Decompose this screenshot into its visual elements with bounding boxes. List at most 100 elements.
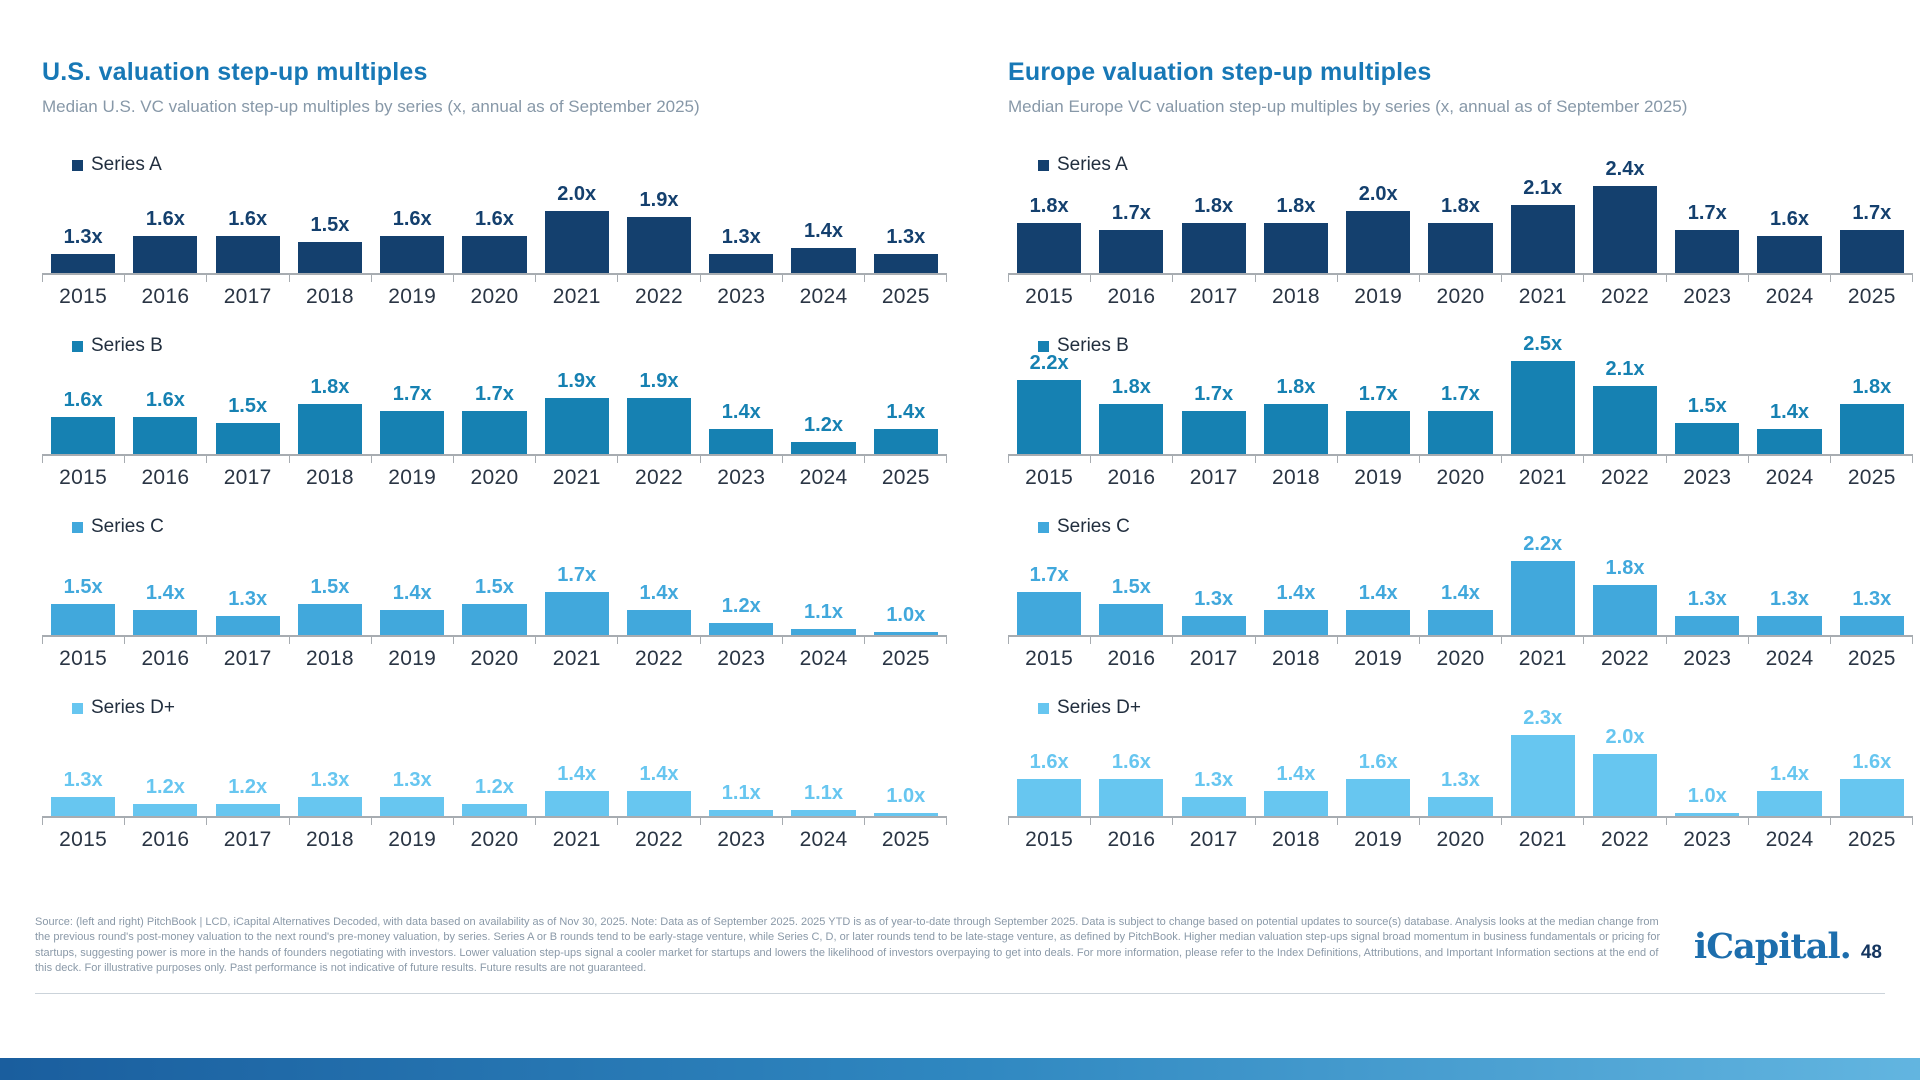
bar-column: 1.6x [207,177,289,273]
bar [1675,616,1740,635]
bar-value-label: 1.5x [1111,576,1151,598]
bar-column: 1.6x [1748,177,1830,273]
bar-value-label: 1.1x [721,782,761,804]
year-label: 2024 [799,647,848,670]
year-label: 2019 [1354,466,1403,489]
axis-tick [781,275,864,282]
chart-row-series-a: Series A 1.8x 1.7x 1.8x 1.8x 2.0x 1.8x 2.1x 2.4x… [1008,153,1913,309]
bar-column: 1.6x [453,177,535,273]
bar-value-label: 2.0x [557,183,597,205]
bar [1428,797,1493,816]
bar-value-label: 1.7x [1687,202,1727,224]
chart-row-series-c: Series C 1.7x 1.5x 1.3x 1.4x 1.4x 1.4x 2.2x 1.8x… [1008,515,1913,671]
bar-column: 1.3x [42,177,124,273]
axis-tick [1172,818,1254,825]
axis-tick [535,456,617,463]
bar-value-label: 1.3x [721,226,761,248]
year-label: 2025 [881,647,930,670]
year-labels: 2015 2016 2017 2018 2019 2020 2021 2022 2023 2024… [42,285,947,309]
legend-series-a: Series A [42,153,947,177]
bar-value-label: 1.5x [1687,395,1727,417]
axis-tick [781,818,864,825]
bar-column: 1.7x [1337,358,1419,454]
year-label: 2018 [305,828,354,851]
year-label: 2023 [717,466,766,489]
bar-value-label: 2.0x [1358,183,1398,205]
axis-tick [617,275,699,282]
axis-tick [1665,637,1748,644]
axis-tick [1008,275,1090,282]
chart-row-series-d: Series D+ 1.6x 1.6x 1.3x 1.4x 1.6x 1.3x 2.3x 2.0… [1008,696,1913,852]
bar [1592,386,1658,454]
bar-value-label: 1.8x [310,376,350,398]
bar [1346,411,1411,454]
bar-value-label: 1.0x [886,604,926,626]
year-label: 2024 [1765,466,1814,489]
bar-column: 1.3x [289,720,371,816]
year-label: 2025 [1847,828,1896,851]
bar-column: 1.7x [1173,358,1255,454]
bar [1592,186,1658,273]
bar-value-label: 1.4x [557,763,597,785]
bar-value-label: 1.6x [145,389,185,411]
bar [297,404,362,454]
bar [1428,610,1493,635]
year-label: 2019 [388,828,437,851]
year-label: 2024 [799,285,848,308]
bars-series-d: 1.3x 1.2x 1.2x 1.3x 1.3x 1.2x 1.4x 1.4x 1.1x 1.1x… [42,720,947,816]
legend-series-d: Series D+ [1008,696,1913,720]
bar-value-label: 1.2x [228,776,268,798]
axis-tick [206,456,288,463]
axis-tick [1501,637,1583,644]
icapital-logo: iCapital. 48 [1694,926,1882,967]
bar [380,236,445,273]
bar-column: 1.8x [1584,539,1666,635]
bar [215,616,280,635]
bar [1346,779,1411,816]
bar-value-label: 2.0x [1605,726,1645,748]
bar-column: 1.6x [1090,720,1172,816]
bar-column: 1.6x [1831,720,1913,816]
bar-column: 2.3x [1502,707,1584,816]
axis-tick [1665,275,1748,282]
bar-value-label: 1.7x [474,383,514,405]
bar [215,804,280,816]
bar [1017,223,1082,273]
bar-value-label: 1.6x [1029,751,1069,773]
bar-value-label: 1.7x [1440,383,1480,405]
bar-column: 1.4x [536,720,618,816]
bar-value-label: 1.4x [1358,582,1398,604]
year-label: 2019 [1354,285,1403,308]
bar [1263,791,1328,816]
us-chart-column: U.S. valuation step-up multiples Median … [42,58,947,877]
bar [1675,813,1740,816]
bar [544,211,609,273]
bar-value-label: 1.3x [886,226,926,248]
legend-swatch-icon [72,159,83,171]
bar-column: 1.4x [618,720,700,816]
bar [1757,616,1822,635]
bar-column: 1.8x [1419,177,1501,273]
bar-value-label: 1.6x [392,208,432,230]
axis-tick [617,637,699,644]
bar-column: 1.5x [207,358,289,454]
bar [51,604,116,635]
bar-value-label: 1.8x [1276,376,1316,398]
bar [544,791,609,816]
bar [462,604,527,635]
bar-column: 1.8x [1831,358,1913,454]
axis-tick [1583,818,1665,825]
year-label: 2023 [717,828,766,851]
legend-series-b: Series B [42,334,947,358]
x-axis [1008,635,1913,644]
year-label: 2021 [552,466,601,489]
axis-tick [1336,818,1419,825]
bar-column: 1.6x [124,177,206,273]
year-label: 2022 [1601,647,1649,670]
bar [462,804,527,816]
year-label: 2021 [552,285,601,308]
bar [133,236,198,273]
bar-column: 1.9x [618,177,700,273]
axis-tick [1829,818,1912,825]
